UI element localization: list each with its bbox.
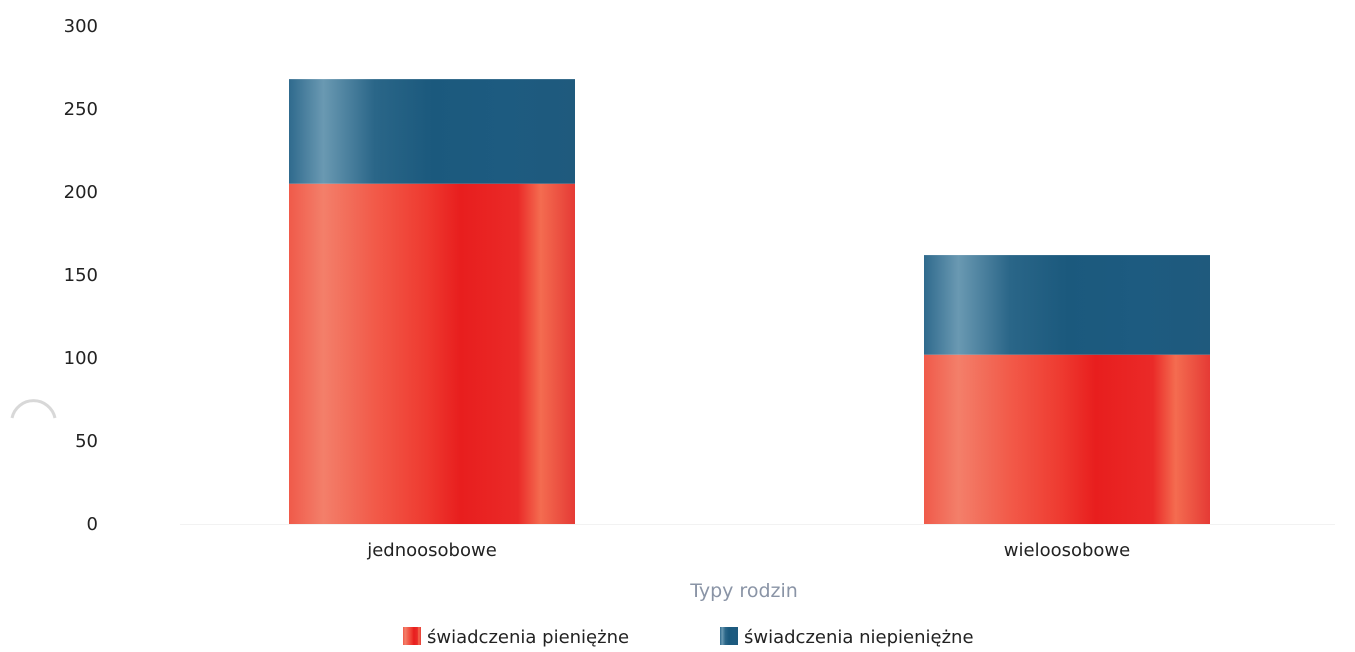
y-tick-label: 100 bbox=[64, 348, 98, 369]
legend-swatch bbox=[403, 627, 421, 645]
bar-pieniezne-wieloosobowe[interactable] bbox=[924, 354, 1210, 524]
bar-niepieniezne-jednoosobowe[interactable] bbox=[289, 79, 575, 184]
bar-pieniezne-jednoosobowe[interactable] bbox=[289, 183, 575, 524]
bars bbox=[289, 79, 1210, 524]
legend-swatch bbox=[720, 627, 738, 645]
legend-item[interactable]: świadczenia pieniężne bbox=[403, 627, 629, 648]
x-tick-label: jednoosobowe bbox=[366, 540, 497, 561]
legend: świadczenia pieniężne świadczenia niepien… bbox=[403, 627, 974, 648]
legend-label: świadczenia niepieniężne bbox=[744, 627, 974, 648]
loading-spinner-icon bbox=[10, 399, 57, 419]
y-axis: 0 50 100 150 200 250 300 bbox=[64, 16, 98, 535]
x-axis-title: Typy rodzin bbox=[689, 580, 798, 602]
y-tick-label: 50 bbox=[75, 431, 98, 452]
x-tick-label: wieloosobowe bbox=[1004, 540, 1130, 561]
y-tick-label: 300 bbox=[64, 16, 98, 37]
legend-item[interactable]: świadczenia niepieniężne bbox=[720, 627, 974, 648]
y-tick-label: 250 bbox=[64, 99, 98, 120]
x-axis: jednoosobowe wieloosobowe bbox=[366, 540, 1130, 561]
y-tick-label: 200 bbox=[64, 182, 98, 203]
y-tick-label: 150 bbox=[64, 265, 98, 286]
y-tick-label: 0 bbox=[87, 514, 98, 535]
bar-niepieniezne-wieloosobowe[interactable] bbox=[924, 255, 1210, 355]
legend-label: świadczenia pieniężne bbox=[427, 627, 629, 648]
